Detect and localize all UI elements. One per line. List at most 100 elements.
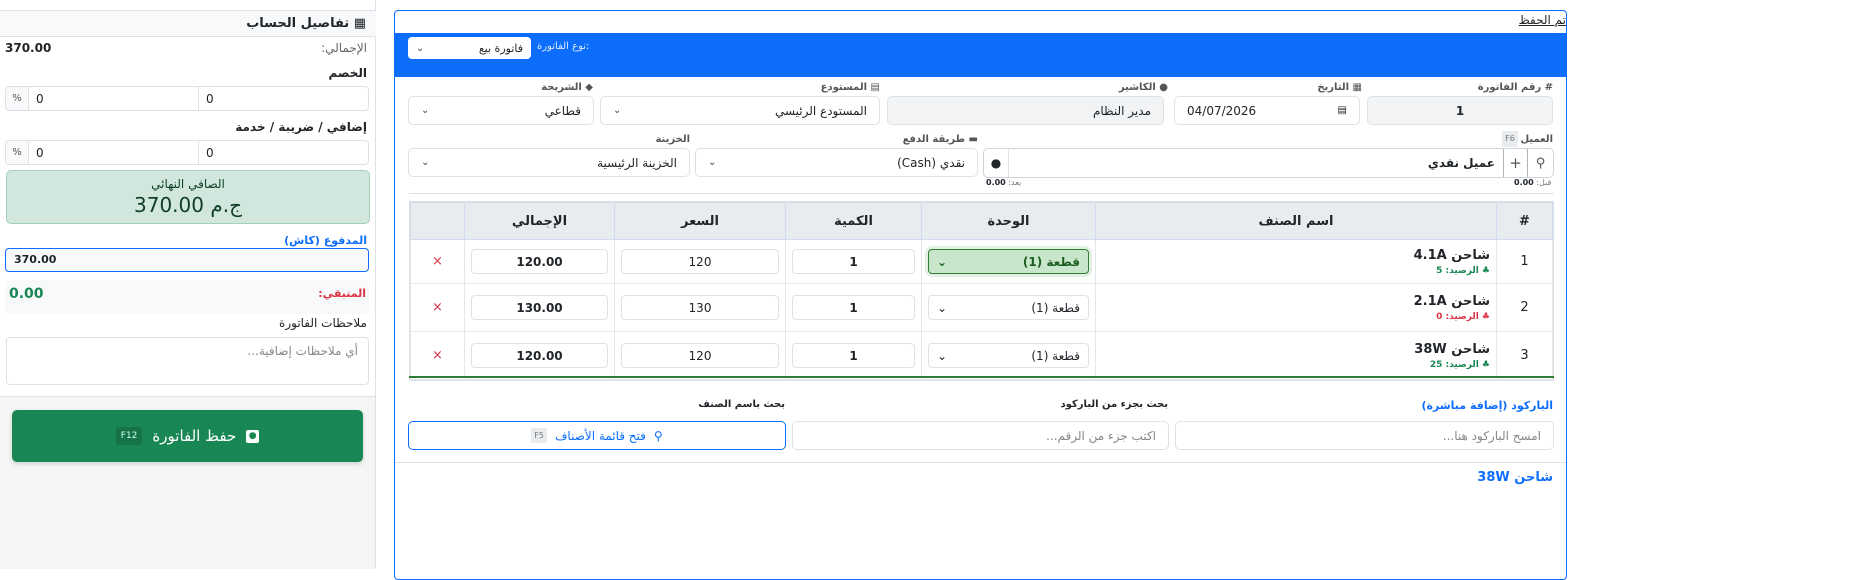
chevron-down-icon: ⌄: [613, 105, 622, 116]
unit-select[interactable]: قطعة (1) ⌄: [928, 295, 1089, 320]
extra-amount-input[interactable]: 0: [206, 146, 214, 160]
notes-textarea[interactable]: أي ملاحظات إضافية...: [6, 337, 369, 385]
date-value: 04/07/2026: [1187, 103, 1257, 118]
discount-percent-input[interactable]: 0: [29, 87, 199, 110]
price-input[interactable]: 120: [621, 343, 779, 368]
save-status: تم الحفظ: [1518, 13, 1566, 27]
treasury-label: الخزينة: [655, 134, 690, 145]
unit-value: قطعة (1): [1031, 348, 1080, 363]
item-name: شاحن 2.1A: [1413, 293, 1490, 309]
item-stock: ♣ الرصيد: 0: [1436, 311, 1490, 322]
selected-item-title: شاحن 38W: [1477, 470, 1553, 485]
item-name: شاحن 38W: [1414, 341, 1490, 357]
extra-label: إضافي / ضريبة / خدمة: [235, 120, 367, 134]
cashier-label: ● الكاشير: [1118, 82, 1168, 93]
payment-select[interactable]: نقدي (Cash) ⌄: [695, 148, 978, 177]
price-input[interactable]: 130: [621, 295, 779, 320]
tier-select[interactable]: قطاعي ⌄: [408, 96, 594, 125]
partial-barcode-label: بحث بجزء من الباركود: [1060, 399, 1168, 410]
account-header: ▦ تفاصيل الحساب: [0, 10, 376, 37]
save-invoice-button[interactable]: ● حفظ الفاتورة F12: [12, 410, 363, 462]
price-cell: 130: [614, 283, 786, 332]
user-icon[interactable]: ●: [984, 149, 1009, 177]
search-icon: ⚲: [653, 428, 663, 443]
remaining-value: 0.00: [9, 286, 44, 302]
col-unit: الوحدة: [921, 202, 1096, 240]
unit-cell: قطعة (1) ⌄: [921, 283, 1096, 332]
invoice-no-label: # رقم الفاتورة: [1477, 82, 1553, 93]
qty-input[interactable]: 1: [792, 295, 915, 320]
items-table-wrap: # اسم الصنف الوحدة الكمية السعر الإجمالي…: [409, 201, 1554, 381]
discount-label: الخصم: [328, 66, 367, 80]
unit-select[interactable]: قطعة (1) ⌄: [928, 249, 1089, 274]
price-input[interactable]: 120: [621, 249, 779, 274]
warehouse-value: المستودع الرئيسي: [774, 103, 867, 118]
net-total-box: الصافي النهائي 370.00 ج.م: [6, 170, 370, 224]
chevron-down-icon: ⌄: [416, 42, 425, 54]
line-total-input[interactable]: 120.00: [471, 249, 608, 274]
row-index: 2: [1496, 283, 1553, 332]
save-label: حفظ الفاتورة: [152, 427, 237, 445]
invoice-type-bar: فاتورة بيع ⌄ نوع الفاتورة:: [395, 33, 1566, 77]
net-label: الصافي النهائي: [151, 177, 225, 191]
unit-cell: قطعة (1) ⌄: [921, 239, 1096, 284]
balance-after: بعد: 0.00: [986, 178, 1022, 187]
close-icon: ×: [432, 300, 443, 315]
account-panel: ▦ تفاصيل الحساب الإجمالي: 370.00 الخصم %…: [0, 0, 376, 569]
row-index: 3: [1496, 331, 1553, 380]
remove-row-button[interactable]: ×: [410, 239, 465, 284]
item-stock: ♣ الرصيد: 25: [1429, 359, 1490, 370]
invoice-type-label: نوع الفاتورة:: [537, 41, 590, 52]
col-price: السعر: [614, 202, 786, 240]
customer-shortcut-badge: F6: [1502, 131, 1518, 147]
customer-group: ● عميل نقدي + ⚲: [983, 148, 1554, 178]
item-stock: ♣ الرصيد: 5: [1436, 265, 1490, 276]
remove-row-button[interactable]: ×: [410, 283, 465, 332]
invoice-no-input[interactable]: 1: [1367, 96, 1553, 125]
search-customer-button[interactable]: ⚲: [1527, 149, 1553, 177]
calendar-picker-icon[interactable]: ▤: [1337, 105, 1347, 116]
net-value: 370.00 ج.م: [134, 193, 242, 217]
remove-row-button[interactable]: ×: [410, 331, 465, 380]
items-table: # اسم الصنف الوحدة الكمية السعر الإجمالي…: [410, 202, 1553, 380]
total-cell: 130.00: [464, 283, 615, 332]
qty-input[interactable]: 1: [792, 343, 915, 368]
partial-barcode-input[interactable]: اكتب جزء من الرقم...: [792, 421, 1169, 450]
total-cell: 120.00: [464, 239, 615, 284]
chevron-down-icon: ⌄: [421, 157, 430, 168]
col-index: #: [1496, 202, 1553, 240]
barcode-input[interactable]: امسح الباركود هنا...: [1175, 421, 1554, 450]
paid-label: المدفوع (كاش): [284, 234, 367, 247]
credit-card-icon: ▬: [965, 134, 978, 145]
extra-percent-input[interactable]: 0: [29, 141, 199, 164]
price-cell: 120: [614, 239, 786, 284]
open-items-list-button[interactable]: F5 فتح قائمة الأصناف ⚲: [408, 421, 786, 450]
line-total-input[interactable]: 130.00: [471, 295, 608, 320]
qty-input[interactable]: 1: [792, 249, 915, 274]
paid-input[interactable]: 370.00: [5, 248, 369, 272]
remaining-label: المتبقي:: [318, 287, 366, 300]
chevron-down-icon: ⌄: [421, 105, 430, 116]
treasury-select[interactable]: الخزينة الرئيسية ⌄: [408, 148, 690, 177]
user-icon: ●: [1155, 82, 1168, 93]
unit-select[interactable]: قطعة (1) ⌄: [928, 343, 1089, 368]
extra-group: % 0 0: [5, 140, 369, 165]
warehouse-select[interactable]: المستودع الرئيسي ⌄: [600, 96, 880, 125]
notes-placeholder: أي ملاحظات إضافية...: [247, 344, 358, 358]
line-total-input[interactable]: 120.00: [471, 343, 608, 368]
add-customer-button[interactable]: +: [1503, 149, 1527, 177]
invoice-type-select[interactable]: فاتورة بيع ⌄: [408, 37, 531, 59]
close-icon: ×: [432, 348, 443, 363]
date-input[interactable]: 04/07/2026 ▤: [1174, 96, 1360, 125]
tier-value: قطاعي: [544, 103, 581, 118]
shortcut-badge: F5: [531, 428, 547, 443]
discount-group: % 0 0: [5, 86, 369, 111]
qty-cell: 1: [785, 283, 922, 332]
customer-input[interactable]: عميل نقدي: [1427, 156, 1495, 170]
chevron-down-icon: ⌄: [937, 254, 948, 269]
cubes-icon: ♣: [1481, 265, 1490, 276]
table-bottom-border: [409, 376, 1554, 378]
save-shortcut-badge: F12: [115, 427, 143, 445]
discount-amount-input[interactable]: 0: [206, 92, 214, 106]
chevron-down-icon: ⌄: [708, 157, 717, 168]
